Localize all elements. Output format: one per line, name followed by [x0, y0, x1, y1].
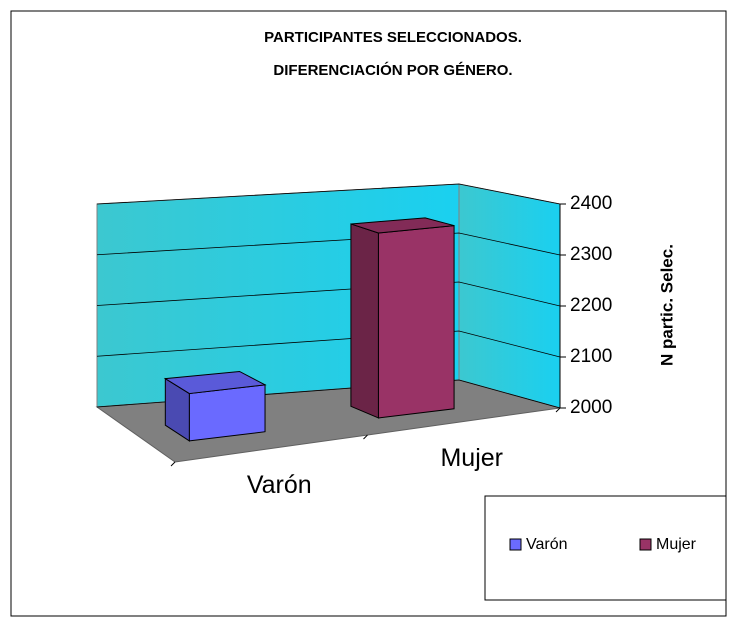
y-tick-label: 2100: [570, 346, 612, 367]
grid-line: [96, 330, 561, 358]
bar-top: [163, 370, 267, 395]
y-tick-label: 2300: [570, 244, 612, 265]
legend-swatch: [639, 538, 652, 551]
bar: [188, 384, 266, 442]
legend-label: Mujer: [656, 536, 697, 553]
legend-swatch: [509, 538, 522, 551]
x-tick: [363, 434, 368, 440]
side-wall: [458, 183, 561, 409]
x-tick-label: Varón: [247, 471, 312, 499]
bar-top: [350, 217, 455, 234]
x-tick-label: Mujer: [440, 444, 503, 472]
y-tick-label: 2000: [570, 397, 612, 418]
grid-line: [96, 281, 561, 307]
bar-side: [350, 223, 379, 419]
grid-line: [96, 183, 561, 205]
grid-line: [96, 232, 561, 256]
legend: [484, 495, 727, 601]
bar: [377, 225, 455, 419]
y-axis-label: N partic. Selec.: [657, 244, 676, 366]
x-tick: [555, 407, 561, 413]
y-tick-label: 2400: [570, 193, 612, 214]
x-tick: [170, 461, 176, 467]
y-tick-label: 2200: [570, 295, 612, 316]
legend-label: Varón: [526, 536, 568, 553]
chart-title: PARTICIPANTES SELECCIONADOS.: [264, 29, 522, 46]
chart-title: DIFERENCIACIÓN POR GÉNERO.: [273, 61, 512, 79]
